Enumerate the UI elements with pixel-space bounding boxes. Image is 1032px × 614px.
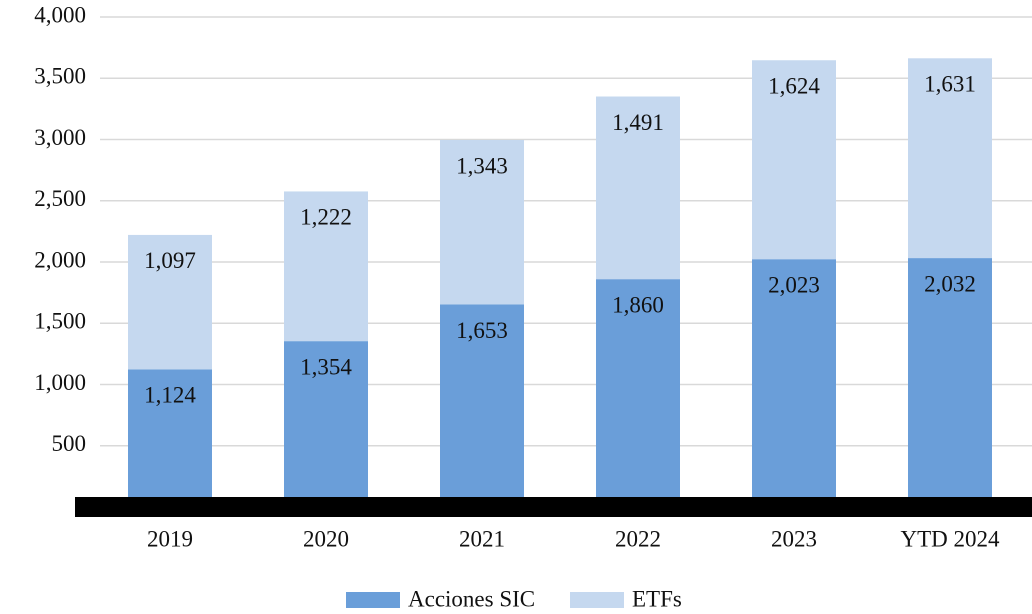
bar-segment: [128, 234, 212, 370]
bar-segment: [752, 259, 836, 507]
bar-segment: [128, 369, 212, 507]
value-label: 1,491: [612, 110, 664, 135]
value-label: 1,222: [300, 205, 352, 230]
value-label: 1,653: [456, 318, 508, 343]
bar-segment: [908, 58, 992, 259]
x-tick-label: 2021: [459, 526, 505, 551]
bar-segment: [596, 96, 680, 280]
value-label: 1,631: [924, 72, 976, 97]
x-tick-label: 2023: [771, 526, 817, 551]
value-label: 1,354: [300, 354, 352, 379]
y-tick-label: 3,000: [34, 125, 86, 150]
x-tick-label: 2019: [147, 526, 193, 551]
bar-segment: [752, 60, 836, 260]
x-tick-label: 2020: [303, 526, 349, 551]
x-tick-label: YTD 2024: [900, 526, 1000, 551]
bar-segment: [596, 279, 680, 507]
y-tick-label: 3,500: [34, 64, 86, 89]
x-tick-label: 2022: [615, 526, 661, 551]
value-label: 1,343: [456, 153, 508, 178]
value-label: 1,860: [612, 292, 664, 317]
legend-swatch: [570, 592, 624, 608]
bar-segment: [284, 191, 368, 342]
y-tick-label: 2,500: [34, 186, 86, 211]
y-tick-label: 500: [52, 431, 87, 456]
legend-label: Acciones SIC: [408, 586, 535, 611]
y-tick-label: 4,000: [34, 2, 86, 27]
value-label: 1,624: [768, 74, 820, 99]
legend-label: ETFs: [632, 586, 682, 611]
value-label: 2,023: [768, 272, 820, 297]
value-label: 1,124: [144, 383, 196, 408]
x-axis-baseline: [75, 497, 1032, 517]
y-tick-label: 2,000: [34, 247, 86, 272]
value-label: 1,097: [144, 248, 196, 273]
bar-segment: [284, 341, 368, 507]
bar-segment: [908, 258, 992, 507]
y-tick-label: 1,500: [34, 309, 86, 334]
bar-segment: [440, 139, 524, 305]
y-tick-label: 1,000: [34, 370, 86, 395]
value-label: 2,032: [924, 271, 976, 296]
bar-segment: [440, 304, 524, 507]
legend-swatch: [346, 592, 400, 608]
